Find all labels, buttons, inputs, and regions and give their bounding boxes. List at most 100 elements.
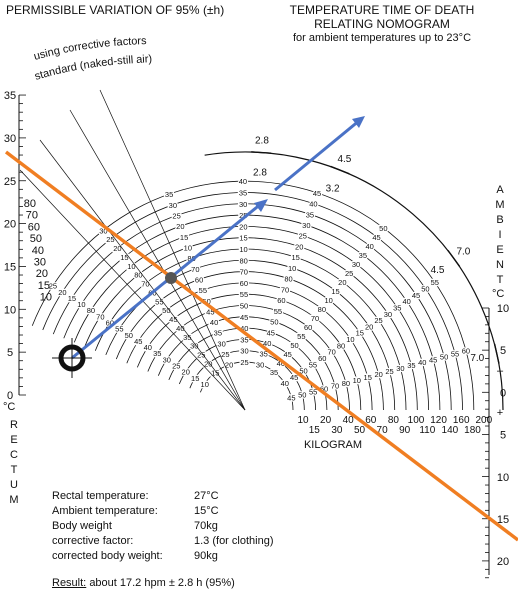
inner-rectal-label: 60 <box>28 221 40 233</box>
arc-hour-label: 45 <box>134 337 142 346</box>
arc-hour-label: 10 <box>353 376 361 385</box>
outer-variation-arc: 2.8 2.8 3.2 4.5 4.5 7.0 7.0 <box>204 136 504 411</box>
arc-hour-label: 10 <box>239 245 247 254</box>
arc-hour-label: 70 <box>311 314 319 323</box>
arc-hour-label: 40 <box>210 318 218 327</box>
arc-hour-label: 35 <box>259 350 267 359</box>
arc-hour-label: 80 <box>318 305 326 314</box>
arc-hour-label: 40 <box>418 358 426 367</box>
arc-hour-label: 25 <box>197 351 205 360</box>
example-row: Rectal temperature: 27°C <box>52 490 219 502</box>
arc-hour-label: 35 <box>239 189 247 198</box>
arc-hour-label: 40 <box>281 379 289 388</box>
arc-hour-label: 55 <box>155 297 163 306</box>
weight-label: 100 <box>408 415 425 426</box>
arc-hour-label: 45 <box>206 307 214 316</box>
arc-hour-label: 35 <box>393 303 401 312</box>
arc-hour-label: 45 <box>290 373 298 382</box>
example-row: Body weight 70kg <box>52 520 218 532</box>
arc-hour-label: 80 <box>134 271 142 280</box>
arc-hour-label: 15 <box>356 329 364 338</box>
arc-hour-label: 55 <box>274 307 282 316</box>
inner-rectal-label: 30 <box>34 257 46 269</box>
arc-hour-label: 20 <box>365 322 373 331</box>
rectum-tick-label: 25 <box>4 176 16 188</box>
weight-arc <box>147 305 350 411</box>
ambient-tick-label: 5 <box>500 430 506 442</box>
arc-hour-label: 25 <box>240 358 248 367</box>
variation-tick <box>251 151 272 154</box>
arc-hour-label: 15 <box>211 368 219 377</box>
arc-hour-label: 60 <box>277 296 285 305</box>
variation-label-outer: 2.8 <box>255 136 269 147</box>
arc-hour-label: 10 <box>77 300 85 309</box>
arc-hour-label: 55 <box>309 360 317 369</box>
arc-hour-label: 50 <box>298 391 306 400</box>
weight-label: 50 <box>354 425 366 436</box>
inner-rectal-label: 20 <box>36 268 48 280</box>
arc-hour-label: 40 <box>403 297 411 306</box>
arc-hour-label: 20 <box>113 244 121 253</box>
arc-hour-label: 10 <box>127 262 135 271</box>
radial-line <box>39 139 246 411</box>
arc-hour-label: 30 <box>217 339 225 348</box>
weight-label: 20 <box>320 415 332 426</box>
arc-hour-label: 50 <box>125 331 133 340</box>
arc-hour-label: 55 <box>297 332 305 341</box>
weight-arc <box>73 226 429 411</box>
title-line-1: TEMPERATURE TIME OF DEATH <box>289 3 475 17</box>
arc-hour-label: 15 <box>291 253 299 262</box>
arc-hour-label: 60 <box>320 385 328 394</box>
weight-label: 15 <box>309 425 321 436</box>
arc-hour-label: 45 <box>313 189 321 198</box>
radial-line <box>69 109 246 411</box>
weight-arc <box>52 203 452 411</box>
arc-hour-label: 35 <box>183 333 191 342</box>
arc-hour-label: 55 <box>199 286 207 295</box>
weight-label: 70 <box>377 425 389 436</box>
arc-hour-label: 50 <box>162 306 170 315</box>
weight-label: 40 <box>343 415 355 426</box>
arc-hour-label: 60 <box>304 323 312 332</box>
arc-hour-label: 55 <box>451 349 459 358</box>
arc-hour-label: 50 <box>421 285 429 294</box>
arc-hour-label: 20 <box>225 361 233 370</box>
arc-hour-label: 35 <box>407 361 415 370</box>
weight-label: 110 <box>419 425 435 436</box>
weight-label: 80 <box>388 415 400 426</box>
variation-label-outer: 7.0 <box>456 246 470 257</box>
example-table: Rectal temperature: 27°C Ambient temperat… <box>52 489 273 564</box>
radial-line <box>19 169 246 411</box>
right-header: TEMPERATURE TIME OF DEATH RELATING NOMOG… <box>262 3 502 45</box>
weight-arc <box>168 327 328 411</box>
arc-hour-label: 50 <box>379 224 387 233</box>
weight-label: 200 <box>475 415 492 426</box>
arc-hour-label: 10 <box>201 380 209 389</box>
arc-hour-label: 70 <box>96 312 104 321</box>
arc-hour-label: 80 <box>239 256 247 265</box>
weight-arc <box>126 282 373 411</box>
arc-hour-label: 35 <box>359 251 367 260</box>
arc-hour-label: 30 <box>169 201 177 210</box>
circle-cross-marker-icon <box>52 338 92 378</box>
inner-rectal-label: 40 <box>32 245 44 257</box>
arc-hour-label: 25 <box>239 211 247 220</box>
arc-hour-label: 50 <box>290 341 298 350</box>
orange-line <box>4 150 518 542</box>
arc-hour-label: 40 <box>176 324 184 333</box>
weight-arc <box>63 214 441 411</box>
arc-hour-label: 50 <box>440 352 448 361</box>
arc-hour-label: 30 <box>163 355 171 364</box>
arc-hour-label: 60 <box>462 346 470 355</box>
arc-hour-label: 60 <box>318 354 326 363</box>
weight-arc <box>136 293 362 411</box>
weight-label: 140 <box>442 425 459 436</box>
arc-hour-label: 10 <box>288 264 296 273</box>
inner-rectal-label: 15 <box>38 280 50 292</box>
arc-hour-label: 30 <box>239 200 247 209</box>
variation-tick <box>493 343 500 364</box>
arc-hour-label: 30 <box>302 221 310 230</box>
arc-hour-label: 10 <box>184 243 192 252</box>
variation-label: 7.0 <box>470 353 484 364</box>
